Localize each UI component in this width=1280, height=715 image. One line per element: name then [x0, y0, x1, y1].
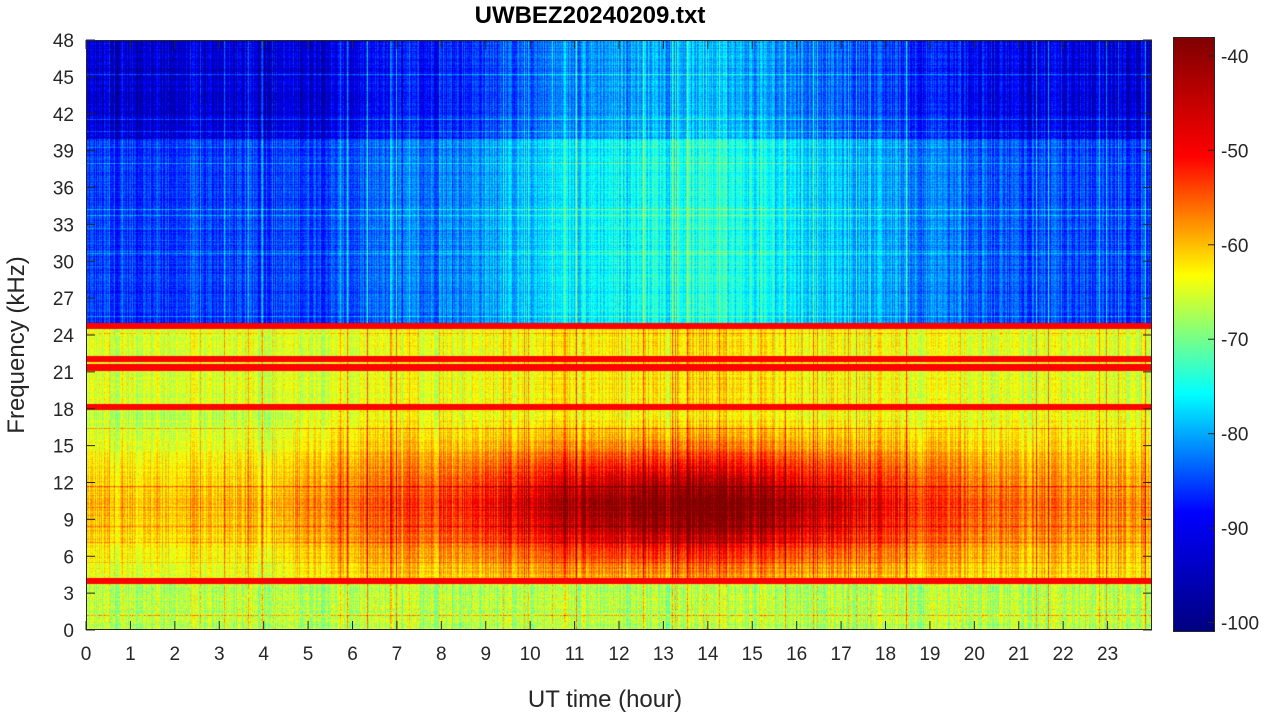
- x-tick-label: 5: [303, 644, 314, 665]
- x-tick-label: 13: [653, 644, 674, 665]
- x-tick-label: 12: [608, 644, 629, 665]
- x-tick-label: 14: [697, 644, 719, 665]
- y-tick-label: 33: [53, 215, 74, 236]
- y-tick-label: 30: [53, 252, 74, 273]
- x-tick-label: 19: [919, 644, 940, 665]
- colorbar-tick-label: -50: [1221, 141, 1248, 162]
- x-axis-label: UT time (hour): [528, 686, 682, 713]
- colorbar-tick-label: -40: [1221, 47, 1248, 68]
- x-tick-label: 3: [214, 644, 225, 665]
- x-tick-label: 22: [1053, 644, 1074, 665]
- y-axis-label: Frequency (kHz): [3, 256, 30, 433]
- colorbar: [1173, 37, 1215, 632]
- colorbar-tick-label: -90: [1221, 519, 1248, 540]
- y-tick-label: 45: [53, 68, 74, 89]
- x-tick-label: 20: [964, 644, 985, 665]
- y-tick-label: 3: [63, 584, 74, 605]
- y-tick-label: 0: [63, 621, 74, 642]
- x-tick-label: 17: [831, 644, 852, 665]
- x-axis: 0 1 2 3 4 5 6 7 8 9 10 11 12 13 14 15 16 17 18 19 20 21 22 23: [81, 40, 1118, 665]
- colorbar-axis: -40 -50 -60 -70 -80 -90 -100: [1208, 47, 1259, 635]
- colorbar-tick-label: -100: [1221, 614, 1259, 635]
- x-tick-label: 4: [258, 644, 269, 665]
- x-tick-label: 15: [742, 644, 763, 665]
- y-tick-label: 27: [53, 289, 74, 310]
- x-tick-label: 6: [347, 644, 358, 665]
- y-tick-label: 12: [53, 474, 74, 495]
- colorbar-tick-label: -60: [1221, 236, 1248, 257]
- x-tick-label: 2: [170, 644, 181, 665]
- y-tick-label: 42: [53, 105, 74, 126]
- y-tick-label: 48: [53, 31, 74, 52]
- y-tick-label: 6: [63, 547, 74, 568]
- y-tick-label: 36: [53, 179, 74, 200]
- y-tick-label: 39: [53, 142, 74, 163]
- x-tick-label: 21: [1008, 644, 1029, 665]
- chart-title: UWBEZ20240209.txt: [474, 2, 706, 29]
- x-tick-label: 11: [565, 644, 585, 665]
- y-tick-label: 9: [63, 510, 74, 531]
- x-tick-label: 0: [81, 644, 92, 665]
- y-tick-label: 24: [53, 326, 75, 347]
- spectrogram-heatmap: [86, 40, 1152, 630]
- x-tick-label: 7: [392, 644, 403, 665]
- x-tick-label: 10: [520, 644, 541, 665]
- y-tick-label: 18: [53, 400, 74, 421]
- colorbar-tick-label: -80: [1221, 425, 1248, 446]
- y-tick-label: 21: [53, 363, 74, 384]
- x-tick-label: 23: [1097, 644, 1118, 665]
- x-tick-label: 1: [125, 644, 136, 665]
- x-tick-label: 18: [875, 644, 896, 665]
- x-tick-label: 8: [436, 644, 447, 665]
- colorbar-tick-label: -70: [1221, 330, 1248, 351]
- x-tick-label: 9: [480, 644, 491, 665]
- y-tick-label: 15: [53, 437, 74, 458]
- x-tick-label: 16: [786, 644, 807, 665]
